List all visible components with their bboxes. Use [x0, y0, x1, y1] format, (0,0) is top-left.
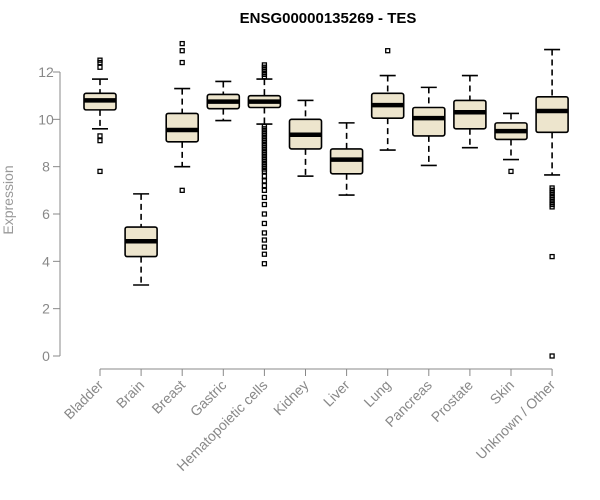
- x-tick-label: Liver: [320, 377, 353, 410]
- y-tick-label: 12: [38, 64, 54, 80]
- box-pancreas: [411, 86, 446, 167]
- outlier-point: [549, 253, 555, 260]
- outlier-point: [97, 137, 103, 144]
- outlier-point: [179, 59, 185, 66]
- outlier-point: [179, 48, 185, 54]
- y-tick-label: 6: [42, 206, 50, 222]
- y-tick-label: 10: [38, 111, 54, 127]
- outlier-point: [261, 182, 268, 189]
- iqr-box: [411, 106, 446, 137]
- y-tick-label: 2: [42, 301, 50, 317]
- outlier-point: [261, 178, 268, 184]
- outlier-point: [261, 123, 268, 130]
- x-tick-label: Breast: [148, 377, 188, 417]
- box-kidney: [288, 99, 323, 177]
- outlier-point: [549, 185, 555, 191]
- y-axis-label: Expression: [0, 165, 16, 234]
- outlier-point: [261, 187, 268, 193]
- outlier-point: [97, 64, 103, 70]
- iqr-box: [453, 99, 487, 130]
- iqr-box: [535, 96, 569, 134]
- outlier-point: [261, 194, 268, 201]
- outlier-point: [261, 244, 268, 250]
- box-breast: [165, 40, 199, 193]
- outlier-point: [508, 168, 514, 175]
- box-gastric: [206, 80, 241, 122]
- box-hematopoietic-cells: [247, 62, 282, 267]
- x-tick-label: Skin: [487, 377, 518, 408]
- box-series: [83, 40, 569, 359]
- outlier-point: [261, 261, 268, 267]
- outlier-point: [179, 187, 185, 193]
- x-tick-label: Prostate: [428, 377, 476, 425]
- outlier-point: [97, 168, 103, 175]
- outlier-point: [179, 40, 185, 47]
- box-skin: [494, 112, 528, 175]
- box-liver: [329, 122, 364, 196]
- iqr-box: [165, 112, 199, 143]
- y-axis: 0 2 4 6 8 10 12: [38, 64, 61, 364]
- x-tick-label: Lung: [360, 377, 393, 410]
- box-lung: [370, 48, 405, 151]
- box-prostate: [453, 74, 487, 149]
- outlier-point: [261, 62, 268, 68]
- box-unknown-other: [535, 48, 569, 359]
- x-tick-label: Kidney: [270, 377, 312, 419]
- outlier-point: [97, 133, 103, 139]
- outlier-point: [385, 48, 391, 54]
- outlier-point: [549, 353, 555, 359]
- x-tick-label: Bladder: [61, 377, 107, 423]
- outlier-point: [261, 201, 268, 208]
- outlier-point: [261, 220, 268, 227]
- y-tick-label: 8: [42, 159, 50, 175]
- y-tick-label: 4: [42, 253, 50, 269]
- box-brain: [124, 193, 158, 286]
- outlier-point: [97, 57, 103, 63]
- box-bladder: [83, 57, 117, 175]
- outlier-point: [261, 251, 268, 257]
- outlier-point: [261, 211, 268, 217]
- outlier-point: [261, 237, 268, 243]
- y-tick-label: 0: [42, 348, 50, 364]
- x-tick-label: Brain: [113, 377, 147, 411]
- outlier-point: [261, 173, 268, 179]
- outlier-point: [261, 230, 268, 236]
- chart-title: ENSG00000135269 - TES: [240, 10, 417, 27]
